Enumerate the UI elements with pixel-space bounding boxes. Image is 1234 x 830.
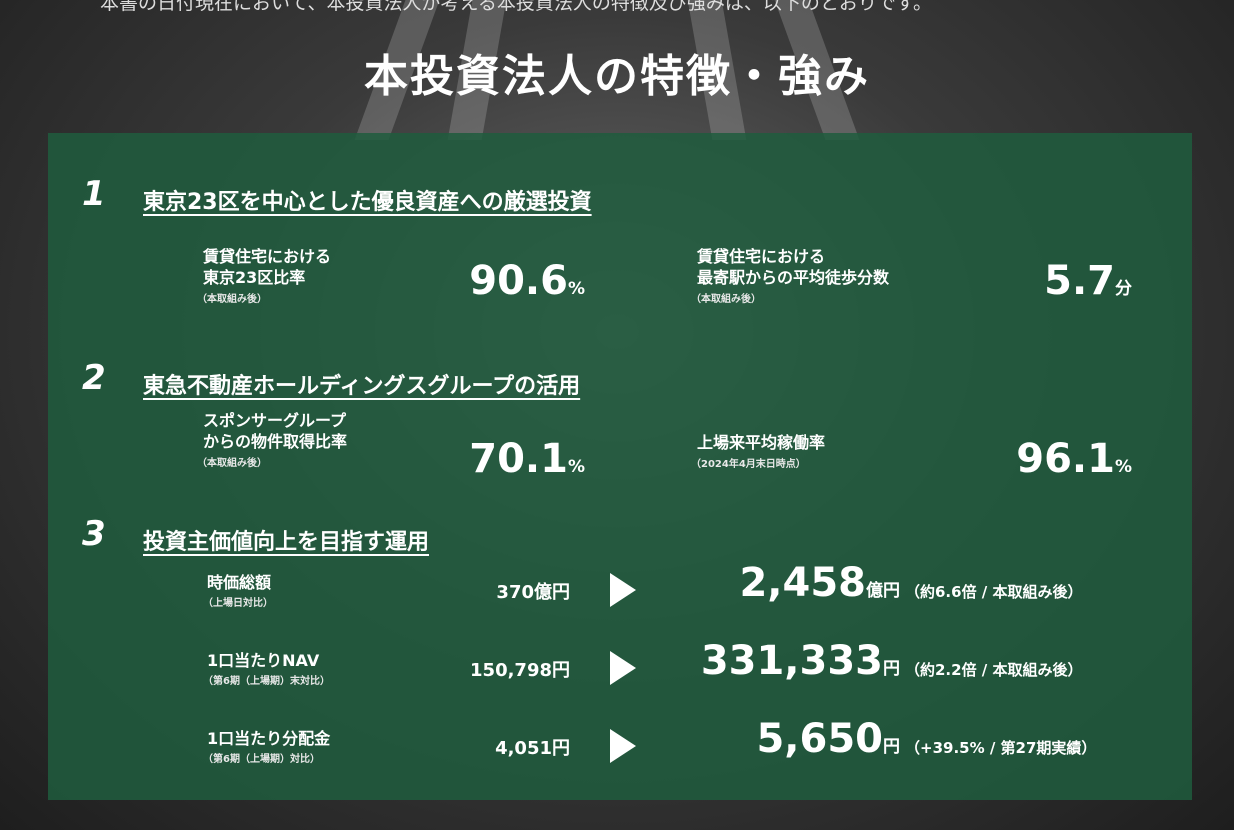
item-note: （本取組み後） [197,458,267,469]
section-heading: 東京23区を中心とした優良資産への厳選投資 [143,190,592,215]
item-label: スポンサーグループ [203,411,347,430]
row-after: 5,650 [756,716,883,762]
row-after-group: 2,458億円 [739,560,900,606]
row-after-group: 331,333円 [701,638,900,684]
item-label: からの物件取得比率 [203,432,348,451]
panel [48,133,1192,800]
row-unit: 億円 [866,581,900,601]
section-heading: 東急不動産ホールディングスグループの活用 [143,374,581,399]
row-before: 370億円 [496,582,570,603]
item-value-group: 70.1% [469,436,585,482]
item-value: 96.1 [1016,436,1115,482]
row-label: 1口当たり分配金 [207,729,331,748]
item-label: 上場来平均稼働率 [697,433,826,452]
section-number: 1 [82,174,106,214]
item-value-group: 90.6% [469,258,585,304]
row-comparison: （約2.2倍 / 本取組み後） [905,661,1083,679]
row-after-group: 5,650円 [756,716,900,762]
section-number: 2 [82,358,106,398]
arrow [610,573,636,607]
arrow [610,651,636,685]
item-value-group: 96.1% [1016,436,1132,482]
row-label: 1口当たりNAV [207,651,320,670]
row-comparison: （約6.6倍 / 本取組み後） [905,583,1083,601]
row-after: 331,333 [700,638,883,684]
item-value: 90.6 [469,258,568,304]
item-unit: % [1114,457,1132,477]
item-label: 賃貸住宅における [697,247,826,266]
item-note: （本取組み後） [197,294,267,305]
row-comparison: （+39.5% / 第27期実績） [905,739,1097,757]
item-note: （2024年4月末日時点） [691,459,806,470]
item-unit: % [567,457,585,477]
item-unit: % [567,279,585,299]
item-label: 東京23区比率 [203,268,306,287]
item-label: 最寄駅からの平均徒歩分数 [697,268,890,287]
row-note: （第6期（上場期）末対比） [203,676,330,687]
row-before: 4,051円 [495,738,570,759]
row-after: 2,458 [739,560,866,606]
row-label: 時価総額 [207,573,272,592]
item-value-group: 5.7分 [1044,258,1132,304]
row-unit: 円 [883,659,900,679]
row-unit: 円 [883,737,900,757]
page-title: 本投資法人の特徴・強み [364,51,870,102]
section-number: 3 [82,514,106,554]
item-label: 賃貸住宅における [203,247,332,266]
intro-text: 本書の日付現在において、本投資法人が考える本投資法人の特徴及び強みは、以下のとお… [100,0,933,14]
item-value: 70.1 [469,436,568,482]
row-before: 150,798円 [470,660,570,681]
section-heading: 投資主価値向上を目指す運用 [143,530,430,555]
item-unit: 分 [1115,279,1132,299]
item-value: 5.7 [1044,258,1115,304]
row-note: （第6期（上場期）対比） [203,754,320,765]
row-note: （上場日対比） [203,598,273,609]
item-note: （本取組み後） [691,294,761,305]
arrow [610,729,636,763]
